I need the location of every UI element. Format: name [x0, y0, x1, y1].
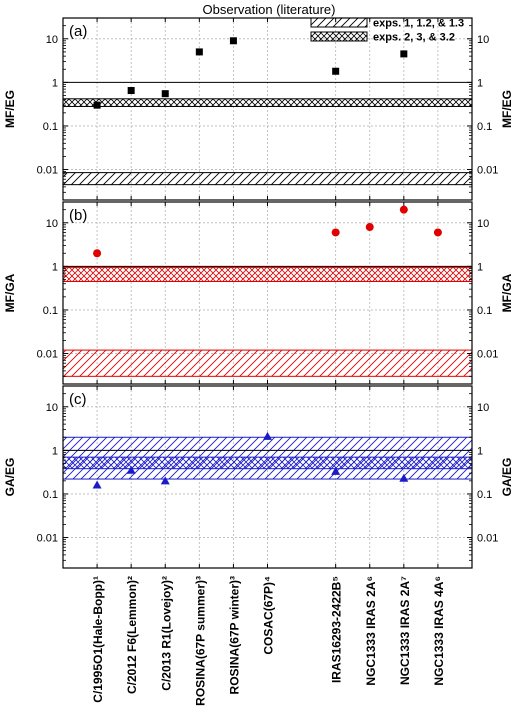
y-tick-label-left: 0.1 [43, 305, 58, 317]
y-tick-label-left: 0.01 [37, 533, 58, 545]
data-point-circle [433, 228, 442, 237]
y-tick-label-left: 0.1 [43, 121, 58, 133]
y-tick-label-right: 1 [477, 77, 483, 89]
category-label: COSAC(67P)⁴ [262, 576, 276, 655]
legend-swatch [310, 17, 368, 28]
category-label: NGC1333 IRAS 4A⁶ [432, 576, 446, 686]
y-axis-title-left: GA/EG [3, 458, 17, 497]
y-tick-label-right: 0.1 [477, 489, 492, 501]
category-label: ROSINA(67P winter)³ [227, 576, 241, 694]
legend: exps. 1, 1.2, & 1.3 exps. 2, 3, & 3.2 [310, 17, 464, 44]
y-axis-title-left: MF/GA [3, 273, 17, 312]
category-label: IRAS16293-2422B⁵ [330, 576, 344, 683]
band-hatched [62, 349, 473, 377]
band-crosshatched [62, 98, 473, 107]
y-tick-label-left: 0.01 [37, 349, 58, 361]
panel-1: 0.01 0.01 0.1 0.1 1 1 10 10 MF/EG MF/EG (a) [3, 17, 514, 201]
panel-label: (c) [69, 391, 87, 408]
data-point-square [127, 87, 135, 95]
band-crosshatched [62, 456, 473, 470]
data-point-triangle [92, 480, 102, 489]
y-axis-title-right: GA/EG [500, 458, 514, 497]
y-tick-label-right: 10 [477, 34, 489, 46]
panel-label: (a) [69, 23, 87, 40]
data-point-circle [331, 228, 340, 237]
data-point-square [229, 37, 237, 45]
y-tick-label-left: 0.01 [37, 165, 58, 177]
legend-label: exps. 2, 3, & 3.2 [373, 32, 455, 44]
panel-3: 0.01 0.01 0.1 0.1 1 1 10 10 GA/EG GA/EG (c) [3, 385, 514, 569]
data-point-circle [365, 223, 374, 232]
data-point-square [332, 67, 340, 75]
data-point-square [400, 50, 408, 58]
y-tick-label-left: 1 [52, 77, 58, 89]
category-labels-group: C/1995O1(Hale-Bopp)¹ C/2012 F6(Lemmon)² C/… [91, 576, 446, 706]
data-point-square [93, 101, 101, 109]
y-tick-label-left: 1 [52, 445, 58, 457]
y-tick-label-right: 1 [477, 445, 483, 457]
y-tick-label-left: 1 [52, 261, 58, 273]
y-tick-label-right: 10 [477, 402, 489, 414]
y-tick-label-right: 0.1 [477, 121, 492, 133]
category-label: C/2013 R1(Lovejoy)² [159, 576, 173, 691]
y-tick-label-right: 1 [477, 261, 483, 273]
category-label: C/1995O1(Hale-Bopp)¹ [91, 576, 105, 703]
band-hatched [62, 172, 473, 186]
data-point-triangle [126, 465, 136, 474]
y-tick-label-right: 10 [477, 218, 489, 230]
y-tick-label-right: 0.01 [477, 533, 498, 545]
y-tick-label-left: 10 [46, 402, 58, 414]
y-tick-label-left: 10 [46, 34, 58, 46]
y-tick-label-left: 0.1 [43, 489, 58, 501]
data-point-triangle [331, 466, 341, 475]
y-tick-label-right: 0.01 [477, 165, 498, 177]
data-point-circle [399, 205, 408, 214]
y-axis-title-left: MF/EG [3, 90, 17, 128]
data-point-square [161, 90, 169, 98]
data-point-triangle [160, 476, 170, 485]
data-point-circle [93, 249, 102, 258]
data-point-triangle [263, 431, 272, 440]
panel-2: 0.01 0.01 0.1 0.1 1 1 10 10 MF/GA MF/GA (b) [3, 201, 514, 385]
category-label: NGC1333 IRAS 2A⁶ [364, 576, 378, 686]
category-label: C/2012 F6(Lemmon)² [125, 576, 139, 694]
category-label: ROSINA(67P summer)³ [193, 576, 207, 706]
y-tick-label-right: 0.1 [477, 305, 492, 317]
legend-swatch [310, 31, 368, 42]
panel-label: (b) [69, 207, 87, 224]
legend-label: exps. 1, 1.2, & 1.3 [373, 18, 464, 30]
y-axis-title-right: MF/EG [500, 90, 514, 128]
data-point-square [195, 48, 203, 56]
band-crosshatched [62, 266, 473, 282]
chart-title: Observation (literature) [203, 2, 336, 17]
data-point-triangle [399, 473, 409, 482]
y-tick-label-right: 0.01 [477, 349, 498, 361]
y-axis-title-right: MF/GA [500, 273, 514, 312]
category-label: NGC1333 IRAS 2A⁷ [398, 576, 412, 685]
y-tick-label-left: 10 [46, 218, 58, 230]
